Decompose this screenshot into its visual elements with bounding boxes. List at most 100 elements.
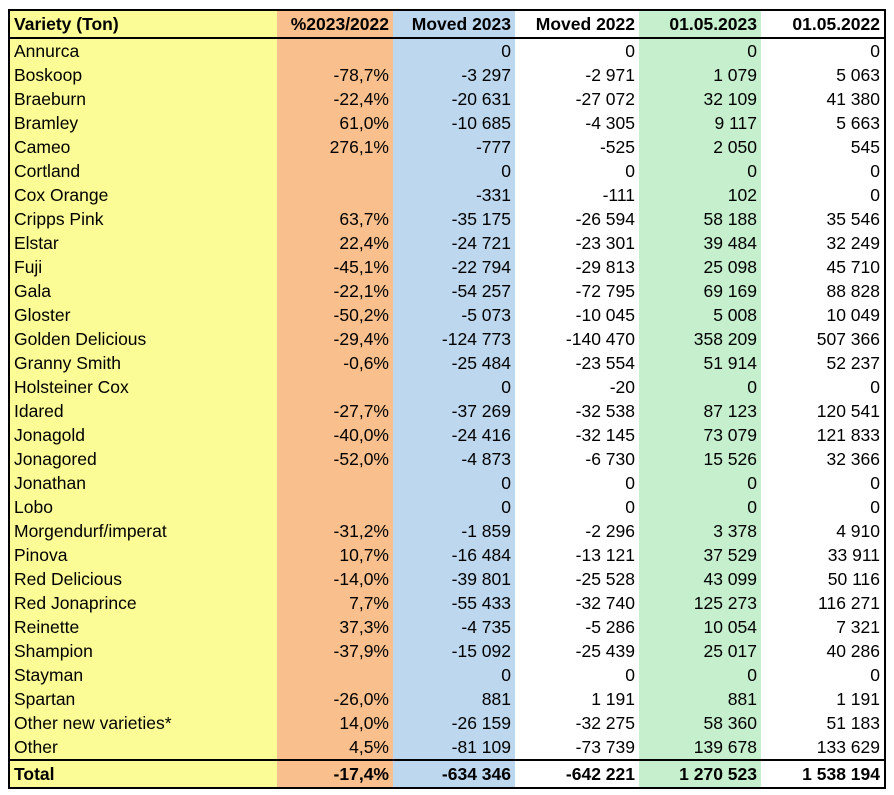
moved-2022-cell: 0 xyxy=(515,663,639,687)
stock-2023-cell: 5 008 xyxy=(639,303,761,327)
table-row: Pinova 10,7% -16 484 -13 121 37 529 33 911 xyxy=(9,543,885,567)
variety-cell: Annurca xyxy=(9,37,277,63)
variety-cell: Cox Orange xyxy=(9,183,277,207)
variety-cell: Fuji xyxy=(9,255,277,279)
stock-2022-cell: 0 xyxy=(761,183,885,207)
table-row: Braeburn -22,4% -20 631 -27 072 32 109 41 380 xyxy=(9,87,885,111)
moved-2022-cell: 0 xyxy=(515,159,639,183)
stock-2023-cell: 358 209 xyxy=(639,327,761,351)
pct-change-cell xyxy=(277,37,393,63)
moved-2023-cell: -1 859 xyxy=(393,519,515,543)
moved-2023-cell: -3 297 xyxy=(393,63,515,87)
header-stock-2022: 01.05.2022 xyxy=(761,10,885,38)
pct-change-cell: -22,4% xyxy=(277,87,393,111)
stock-2023-cell: 0 xyxy=(639,375,761,399)
pct-change-cell xyxy=(277,375,393,399)
stock-2022-cell: 0 xyxy=(761,471,885,495)
pct-change-cell xyxy=(277,183,393,207)
variety-cell: Gala xyxy=(9,279,277,303)
header-variety: Variety (Ton) xyxy=(9,10,277,38)
variety-cell: Braeburn xyxy=(9,87,277,111)
moved-2022-cell: -10 045 xyxy=(515,303,639,327)
moved-2023-cell: -37 269 xyxy=(393,399,515,423)
stock-2022-cell: 52 237 xyxy=(761,351,885,375)
variety-cell: Elstar xyxy=(9,231,277,255)
pct-change-cell: -22,1% xyxy=(277,279,393,303)
stock-2022-cell: 88 828 xyxy=(761,279,885,303)
stock-2023-cell: 0 xyxy=(639,159,761,183)
stock-2022-cell: 32 366 xyxy=(761,447,885,471)
pct-change-cell: 61,0% xyxy=(277,111,393,135)
variety-cell: Boskoop xyxy=(9,63,277,87)
stock-2023-cell: 125 273 xyxy=(639,591,761,615)
total-pct-change: -17,4% xyxy=(277,760,393,788)
stock-2022-cell: 51 183 xyxy=(761,711,885,735)
total-moved-2022: -642 221 xyxy=(515,760,639,788)
pct-change-cell xyxy=(277,663,393,687)
stock-2022-cell: 10 049 xyxy=(761,303,885,327)
moved-2023-cell: 0 xyxy=(393,37,515,63)
pct-change-cell: -26,0% xyxy=(277,687,393,711)
moved-2022-cell: -27 072 xyxy=(515,87,639,111)
stock-2022-cell: 45 710 xyxy=(761,255,885,279)
stock-2022-cell: 0 xyxy=(761,159,885,183)
pct-change-cell: 10,7% xyxy=(277,543,393,567)
moved-2023-cell: -4 735 xyxy=(393,615,515,639)
moved-2022-cell: -525 xyxy=(515,135,639,159)
stock-2023-cell: 139 678 xyxy=(639,735,761,760)
pct-change-cell xyxy=(277,495,393,519)
variety-cell: Cortland xyxy=(9,159,277,183)
table-row: Jonagored -52,0% -4 873 -6 730 15 526 32 366 xyxy=(9,447,885,471)
stock-2023-cell: 37 529 xyxy=(639,543,761,567)
stock-2023-cell: 0 xyxy=(639,495,761,519)
variety-cell: Gloster xyxy=(9,303,277,327)
variety-cell: Stayman xyxy=(9,663,277,687)
moved-2023-cell: -10 685 xyxy=(393,111,515,135)
pct-change-cell: -45,1% xyxy=(277,255,393,279)
pct-change-cell: 37,3% xyxy=(277,615,393,639)
pct-change-cell: -40,0% xyxy=(277,423,393,447)
variety-cell: Shampion xyxy=(9,639,277,663)
table-row: Spartan -26,0% 881 1 191 881 1 191 xyxy=(9,687,885,711)
variety-cell: Reinette xyxy=(9,615,277,639)
pct-change-cell: -50,2% xyxy=(277,303,393,327)
stock-2023-cell: 25 098 xyxy=(639,255,761,279)
table-row: Reinette 37,3% -4 735 -5 286 10 054 7 321 xyxy=(9,615,885,639)
stock-2022-cell: 5 663 xyxy=(761,111,885,135)
variety-cell: Cameo xyxy=(9,135,277,159)
variety-cell: Granny Smith xyxy=(9,351,277,375)
moved-2022-cell: -2 971 xyxy=(515,63,639,87)
moved-2023-cell: 0 xyxy=(393,471,515,495)
table-row: Red Delicious -14,0% -39 801 -25 528 43 099 5… xyxy=(9,567,885,591)
stock-2023-cell: 0 xyxy=(639,37,761,63)
variety-cell: Pinova xyxy=(9,543,277,567)
pct-change-cell xyxy=(277,159,393,183)
variety-cell: Jonagold xyxy=(9,423,277,447)
table-row: Boskoop -78,7% -3 297 -2 971 1 079 5 063 xyxy=(9,63,885,87)
moved-2022-cell: -140 470 xyxy=(515,327,639,351)
stock-2023-cell: 0 xyxy=(639,663,761,687)
stock-2022-cell: 133 629 xyxy=(761,735,885,760)
variety-cell: Holsteiner Cox xyxy=(9,375,277,399)
moved-2022-cell: -32 275 xyxy=(515,711,639,735)
moved-2023-cell: -5 073 xyxy=(393,303,515,327)
variety-cell: Golden Delicious xyxy=(9,327,277,351)
stock-2022-cell: 32 249 xyxy=(761,231,885,255)
moved-2023-cell: -15 092 xyxy=(393,639,515,663)
variety-cell: Red Delicious xyxy=(9,567,277,591)
total-moved-2023: -634 346 xyxy=(393,760,515,788)
stock-2022-cell: 507 366 xyxy=(761,327,885,351)
stock-2023-cell: 10 054 xyxy=(639,615,761,639)
table-row: Morgendurf/imperat -31,2% -1 859 -2 296 3 37… xyxy=(9,519,885,543)
stock-2022-cell: 50 116 xyxy=(761,567,885,591)
table-row: Shampion -37,9% -15 092 -25 439 25 017 40 286 xyxy=(9,639,885,663)
pct-change-cell: 276,1% xyxy=(277,135,393,159)
moved-2022-cell: -29 813 xyxy=(515,255,639,279)
table-row: Elstar 22,4% -24 721 -23 301 39 484 32 249 xyxy=(9,231,885,255)
header-row: Variety (Ton) %2023/2022 Moved 2023 Move… xyxy=(9,10,885,38)
moved-2023-cell: 0 xyxy=(393,495,515,519)
header-moved-2022: Moved 2022 xyxy=(515,10,639,38)
header-moved-2023: Moved 2023 xyxy=(393,10,515,38)
moved-2023-cell: -4 873 xyxy=(393,447,515,471)
stock-2023-cell: 3 378 xyxy=(639,519,761,543)
